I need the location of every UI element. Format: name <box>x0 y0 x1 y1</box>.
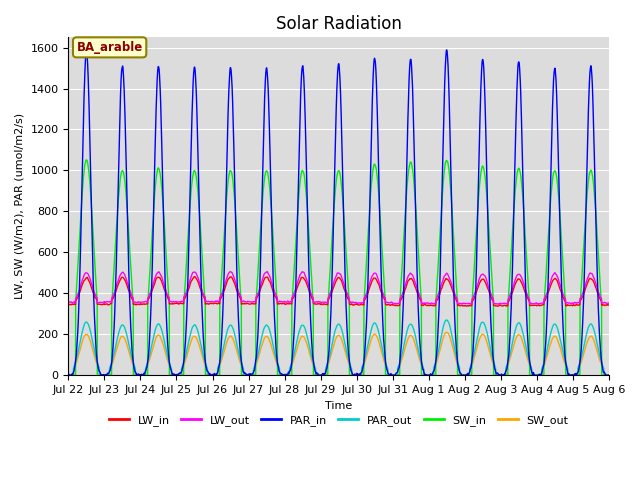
PAR_out <box>460 372 468 378</box>
LW_in <box>460 303 467 309</box>
LW_in <box>162 289 170 295</box>
SW_out <box>491 364 499 370</box>
LW_in <box>65 301 72 307</box>
SW_in <box>319 372 326 378</box>
LW_in <box>604 302 612 308</box>
LW_in <box>191 274 198 279</box>
Line: LW_in: LW_in <box>68 276 609 306</box>
PAR_in <box>604 372 612 378</box>
SW_in <box>83 157 90 163</box>
Line: LW_out: LW_out <box>68 272 609 304</box>
PAR_in <box>162 295 170 300</box>
SW_out <box>319 372 326 378</box>
Y-axis label: LW, SW (W/m2), PAR (umol/m2/s): LW, SW (W/m2), PAR (umol/m2/s) <box>15 113 25 300</box>
LW_in <box>319 302 326 308</box>
LW_in <box>605 302 612 308</box>
SW_in <box>162 246 170 252</box>
PAR_out <box>162 345 170 350</box>
SW_in <box>604 372 612 378</box>
LW_out <box>491 301 499 307</box>
SW_in <box>460 372 468 378</box>
Line: SW_out: SW_out <box>68 332 609 375</box>
Title: Solar Radiation: Solar Radiation <box>276 15 401 33</box>
PAR_in <box>430 368 438 374</box>
PAR_in <box>443 47 451 53</box>
SW_out <box>443 329 451 335</box>
PAR_out <box>491 362 499 368</box>
PAR_out <box>65 372 72 378</box>
SW_out <box>605 372 612 378</box>
LW_out <box>319 300 326 305</box>
SW_in <box>491 372 499 378</box>
PAR_out <box>65 372 72 378</box>
PAR_in <box>66 372 74 378</box>
PAR_out <box>319 372 326 378</box>
Legend: LW_in, LW_out, PAR_in, PAR_out, SW_in, SW_out: LW_in, LW_out, PAR_in, PAR_out, SW_in, S… <box>104 411 573 431</box>
X-axis label: Time: Time <box>325 400 352 410</box>
SW_out <box>67 372 74 378</box>
Line: SW_in: SW_in <box>68 160 609 375</box>
LW_out <box>263 269 271 275</box>
LW_out <box>604 300 612 306</box>
SW_in <box>605 372 612 378</box>
PAR_out <box>604 372 612 378</box>
LW_in <box>493 303 501 309</box>
SW_out <box>65 372 72 378</box>
PAR_in <box>65 372 72 377</box>
LW_out <box>430 301 438 307</box>
PAR_out <box>605 372 612 378</box>
Line: PAR_in: PAR_in <box>68 50 609 375</box>
SW_in <box>65 372 72 378</box>
SW_out <box>430 366 438 372</box>
PAR_in <box>460 372 468 378</box>
PAR_in <box>491 365 499 371</box>
SW_in <box>430 372 438 378</box>
LW_out <box>162 287 170 292</box>
Line: PAR_out: PAR_out <box>68 320 609 375</box>
Text: BA_arable: BA_arable <box>77 41 143 54</box>
SW_out <box>604 372 612 378</box>
PAR_out <box>443 317 451 323</box>
LW_out <box>605 300 612 306</box>
SW_out <box>162 350 170 356</box>
LW_in <box>430 303 438 309</box>
SW_out <box>460 372 468 378</box>
SW_in <box>66 372 74 378</box>
LW_out <box>467 301 475 307</box>
PAR_out <box>430 365 438 371</box>
PAR_in <box>605 372 612 378</box>
PAR_in <box>319 372 326 378</box>
LW_out <box>460 300 467 306</box>
LW_out <box>65 300 72 305</box>
LW_in <box>490 302 498 308</box>
